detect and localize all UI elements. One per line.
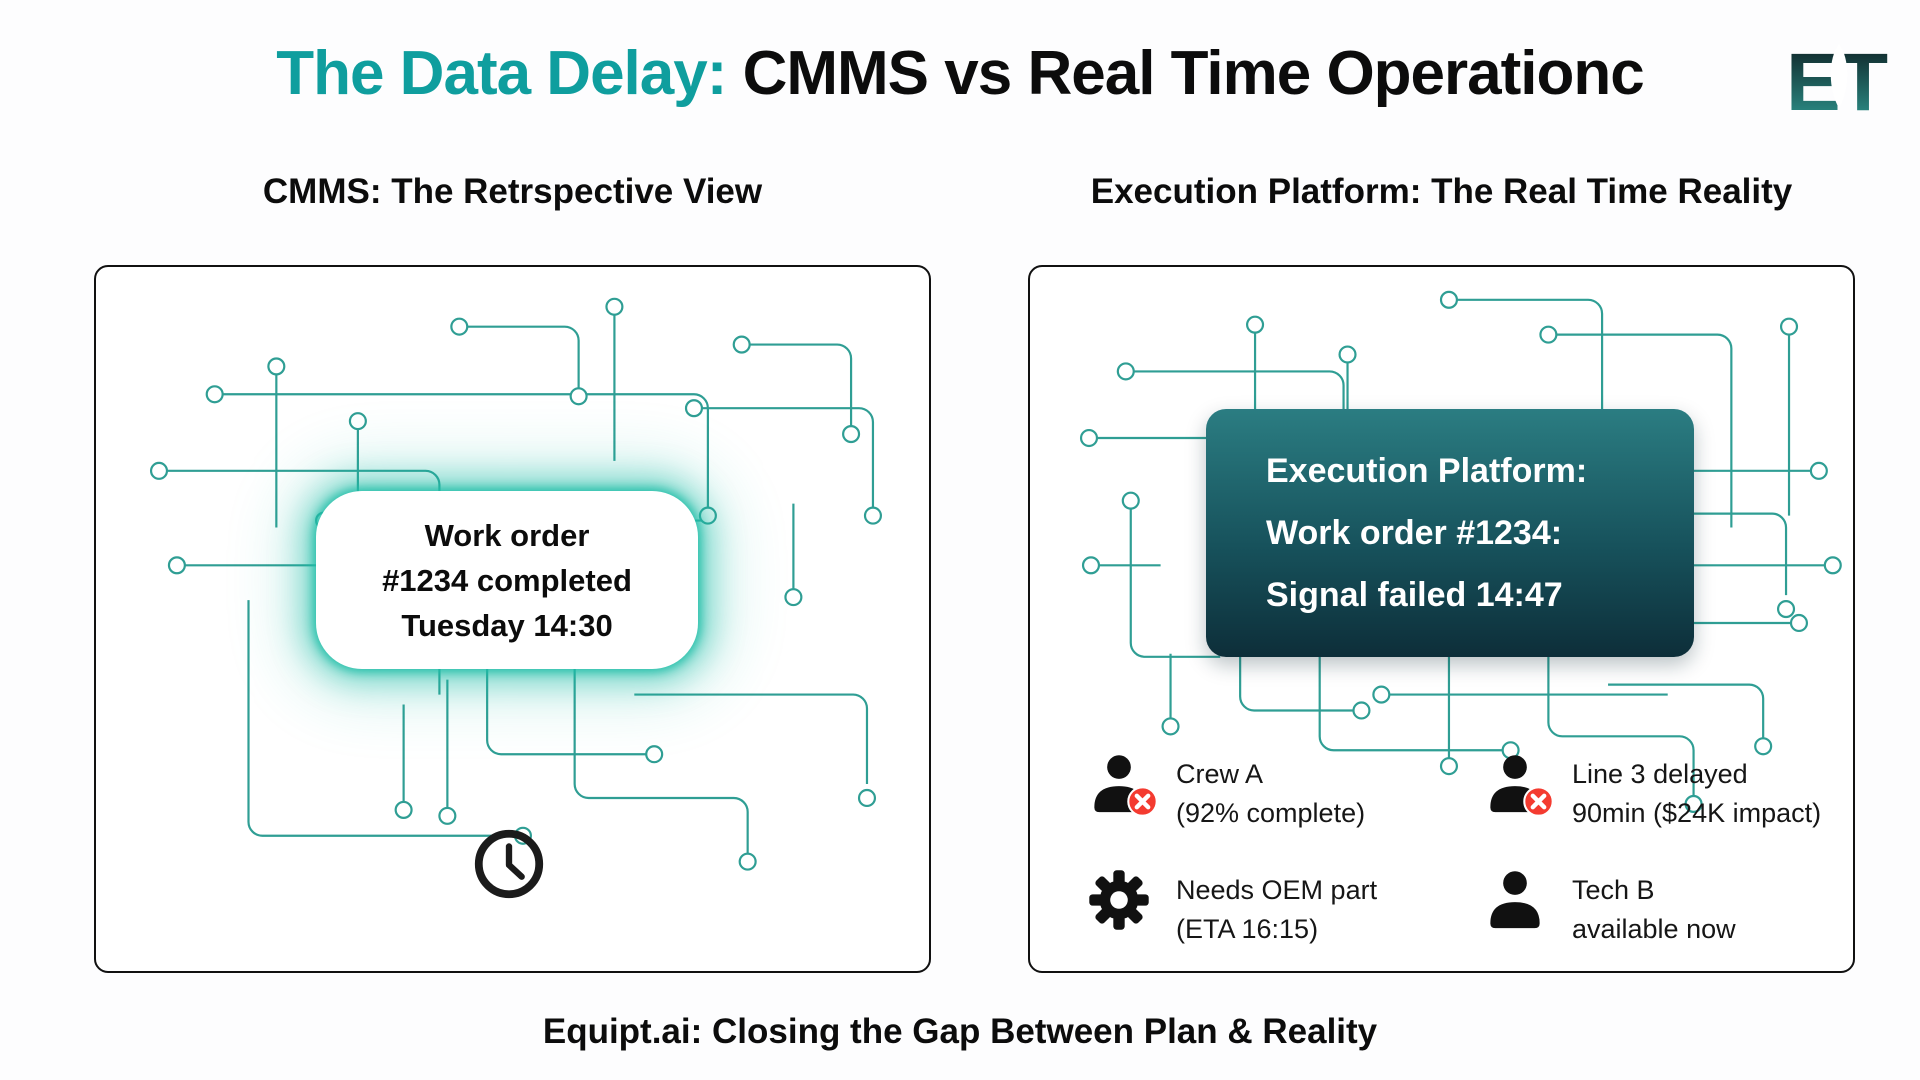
equipt-logo: E T (1788, 40, 1888, 124)
status-item-crew-a: Crew A (92% complete) (1088, 753, 1484, 833)
page-title: The Data Delay: CMMS vs Real Time Operat… (0, 38, 1920, 109)
footer-tagline: Equipt.ai: Closing the Gap Between Plan … (542, 1012, 1378, 1051)
error-badge-icon (1127, 786, 1158, 817)
circuit-traces-icon (1079, 290, 1842, 813)
status-item-oem-part: Needs OEM part (ETA 16:15) (1088, 869, 1484, 949)
execution-panel: Execution Platform: Work order #1234: Si… (1028, 265, 1855, 973)
status-line: Tech B (1572, 875, 1655, 905)
status-line: (ETA 16:15) (1176, 914, 1319, 944)
status-line: Needs OEM part (1176, 875, 1378, 905)
status-item-line-3: Line 3 delayed 90min ($24K impact) (1484, 753, 1821, 833)
cmms-panel: Work order #1234 completed Tuesday 14:30 (94, 265, 931, 973)
page-title-accent: The Data Delay: (276, 39, 727, 108)
cmms-work-order-card: Work order #1234 completed Tuesday 14:30 (316, 491, 698, 669)
status-line: available now (1572, 914, 1736, 944)
execution-platform-card: Execution Platform: Work order #1234: Si… (1206, 409, 1694, 657)
page-title-rest: CMMS vs Real Time Operationc (726, 39, 1645, 108)
gear-icon (1088, 869, 1150, 931)
error-badge-icon (1523, 786, 1554, 817)
status-line: Line 3 delayed (1572, 759, 1748, 789)
person-error-icon (1484, 753, 1554, 817)
status-line: (92% complete) (1176, 798, 1366, 828)
cmms-card-line: Tuesday 14:30 (401, 607, 613, 643)
status-item-tech-b: Tech B available now (1484, 869, 1821, 949)
cmms-card-line: #1234 completed (382, 562, 632, 598)
status-line: 90min ($24K impact) (1572, 798, 1822, 828)
person-error-icon (1088, 753, 1158, 817)
logo-leaf-icon (1830, 44, 1848, 108)
status-line: Crew A (1176, 759, 1264, 789)
exec-card-line: Signal failed 14:47 (1266, 576, 1563, 614)
status-grid: Crew A (92% complete) (1088, 753, 1821, 949)
clock-icon (470, 825, 548, 903)
execution-heading: Execution Platform: The Real Time Realit… (1090, 172, 1793, 211)
exec-card-line: Work order #1234: (1266, 514, 1563, 552)
person-icon (1484, 869, 1546, 931)
exec-card-line: Execution Platform: (1266, 452, 1588, 490)
cmms-card-line: Work order (424, 517, 590, 553)
cmms-heading: CMMS: The Retrspective View (262, 172, 763, 211)
